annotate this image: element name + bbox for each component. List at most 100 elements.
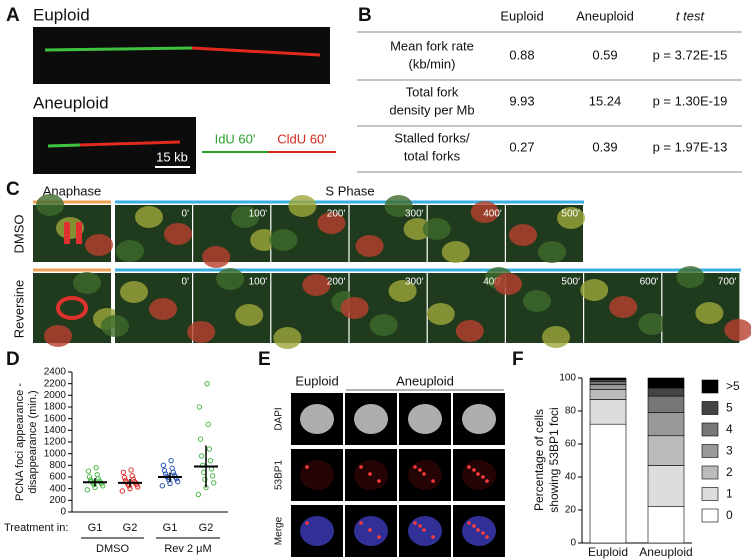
focus — [431, 479, 435, 483]
bar-segment — [647, 435, 685, 466]
s-phase-label: S Phase — [325, 183, 374, 198]
bar-segment — [589, 389, 627, 400]
nucleus — [462, 404, 496, 434]
y-tick-label: 20 — [565, 505, 577, 516]
focus — [418, 468, 422, 472]
legend-label: 1 — [726, 487, 733, 501]
time-label: 300' — [405, 209, 424, 220]
cell — [580, 279, 609, 301]
focus — [305, 465, 309, 469]
data-point — [197, 436, 204, 442]
legend-idu: IdU 60' — [215, 131, 256, 146]
row-label: Reversine — [11, 280, 26, 339]
panel-label: E — [258, 349, 271, 370]
table-cell: p = 3.72E-15 — [653, 47, 728, 62]
focus — [413, 465, 417, 469]
focus — [418, 524, 422, 528]
data-point — [169, 465, 175, 471]
panel-label: B — [358, 5, 372, 26]
euploid-label: Euploid — [33, 5, 90, 24]
focus — [368, 472, 372, 476]
table-cell: p = 1.97E-13 — [653, 139, 728, 154]
data-point — [202, 476, 208, 483]
data-point — [200, 462, 206, 469]
focus — [377, 479, 381, 483]
cell — [355, 235, 384, 257]
data-point — [86, 474, 93, 480]
y-axis-label: Percentage of cells — [532, 409, 546, 511]
data-point — [121, 474, 128, 481]
focus — [485, 535, 489, 539]
time-label: 500' — [561, 209, 580, 220]
cell — [36, 194, 64, 216]
row-label: Total fork — [406, 84, 459, 99]
y-tick-label: 0 — [570, 538, 576, 549]
y-axis-label: disappearance (min.) — [27, 390, 39, 493]
time-label: 200' — [327, 277, 346, 288]
data-point — [129, 473, 135, 479]
bar-segment — [589, 423, 627, 544]
focus — [422, 528, 426, 532]
y-tick-label: 80 — [565, 406, 577, 417]
idu-track — [47, 143, 81, 148]
cell — [85, 234, 113, 256]
data-point — [84, 487, 91, 493]
data-point — [168, 457, 174, 464]
data-point — [195, 491, 202, 498]
time-label: 700' — [718, 277, 737, 288]
chromosomes — [64, 222, 70, 244]
data-point — [211, 480, 217, 486]
focus — [431, 535, 435, 539]
table-cell: 0.39 — [592, 139, 617, 154]
column-header: t test — [676, 8, 706, 23]
data-point — [205, 421, 211, 428]
focus — [467, 465, 471, 469]
time-label: 100' — [249, 277, 268, 288]
table-cell: 0.88 — [509, 47, 534, 62]
cell — [250, 229, 279, 251]
row-label: (kb/min) — [409, 56, 456, 71]
nucleus — [300, 516, 334, 546]
treatment-label: Rev 2 μM — [164, 543, 211, 555]
data-point — [198, 453, 205, 459]
legend-label: 5 — [726, 401, 733, 415]
scale-bar-label: 15 kb — [156, 149, 188, 164]
cell — [202, 246, 231, 268]
aneuploid-label: Aneuploid — [396, 373, 454, 388]
panel-label: A — [6, 5, 20, 26]
cell — [288, 195, 317, 217]
cell — [101, 315, 129, 337]
cell — [135, 206, 163, 228]
nucleus — [300, 460, 334, 490]
data-point — [196, 404, 203, 410]
time-label: 600' — [640, 277, 659, 288]
panel-label: D — [6, 349, 20, 370]
focus — [476, 472, 480, 476]
cell — [149, 298, 177, 320]
panel-label: C — [6, 179, 20, 200]
focus — [476, 528, 480, 532]
cell — [638, 313, 667, 335]
cell — [422, 218, 451, 240]
cell — [273, 327, 302, 349]
x-tick-label: G2 — [123, 522, 138, 534]
time-label: 400' — [483, 209, 502, 220]
cell — [340, 297, 369, 319]
legend-swatch — [701, 487, 719, 501]
data-point — [93, 464, 99, 471]
y-tick-label: 200 — [49, 495, 66, 506]
data-point — [204, 380, 210, 387]
cell — [557, 207, 585, 229]
y-tick-label: 2200 — [44, 378, 67, 389]
y-tick-label: 2000 — [44, 390, 67, 401]
cldu-track — [79, 140, 181, 147]
legend-label: 3 — [726, 444, 733, 458]
cell — [269, 229, 298, 251]
cell — [542, 326, 570, 348]
column-header: Euploid — [500, 8, 543, 23]
time-label: 500' — [561, 277, 580, 288]
cell — [403, 218, 432, 240]
row-label: total forks — [404, 148, 461, 163]
cell — [187, 321, 216, 343]
cell — [231, 206, 260, 228]
